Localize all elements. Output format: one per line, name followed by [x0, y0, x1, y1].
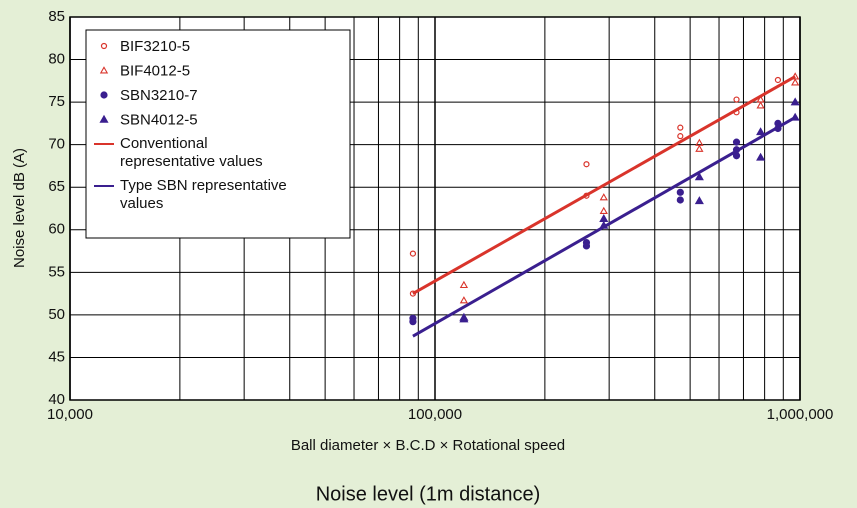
- legend-label: Type SBN representative values: [120, 177, 287, 212]
- y-tick-label: 40: [48, 391, 65, 408]
- y-tick-label: 70: [48, 136, 65, 153]
- plot-border: [69, 16, 801, 401]
- legend-label: SBN4012-5: [120, 111, 198, 128]
- y-tick-label: 55: [48, 263, 65, 280]
- legend-marker: [100, 42, 108, 50]
- point: [676, 196, 684, 204]
- y-tick-label: 75: [48, 93, 65, 110]
- legend-marker: [99, 114, 109, 123]
- y-tick-label: 45: [48, 348, 65, 365]
- legend: [85, 29, 351, 239]
- point: [791, 78, 800, 86]
- legend-label: BIF3210-5: [120, 38, 190, 55]
- legend-marker: [100, 91, 108, 99]
- point: [677, 133, 684, 140]
- legend-marker: [99, 66, 109, 74]
- point: [790, 97, 800, 106]
- point: [582, 242, 591, 250]
- point: [409, 250, 417, 257]
- point: [599, 220, 609, 229]
- point: [409, 290, 417, 297]
- point: [756, 152, 766, 161]
- point: [732, 146, 741, 154]
- legend-label: BIF4012-5: [120, 62, 190, 79]
- y-tick-label: 60: [48, 221, 65, 238]
- point: [695, 144, 704, 152]
- legend-label-box: Conventional representative values: [120, 135, 263, 170]
- point: [756, 127, 766, 136]
- point: [676, 188, 684, 196]
- y-axis-label: Noise level dB (A): [11, 148, 28, 268]
- x-tick-label: 1,000,000: [767, 406, 834, 423]
- point: [459, 280, 469, 289]
- point: [733, 109, 740, 116]
- point: [583, 161, 590, 168]
- point: [732, 152, 741, 160]
- y-tick-label: 50: [48, 306, 65, 323]
- point: [583, 192, 590, 199]
- point: [733, 96, 740, 103]
- point: [790, 112, 800, 121]
- legend-label-box: Type SBN representative values: [120, 177, 287, 212]
- point: [732, 138, 741, 146]
- point: [459, 314, 469, 323]
- x-axis-label: Ball diameter × B.C.D × Rotational speed: [291, 437, 565, 454]
- point: [774, 76, 782, 84]
- y-tick-label: 85: [48, 8, 65, 25]
- y-tick-label: 80: [48, 51, 65, 68]
- point: [599, 206, 608, 215]
- point: [599, 193, 608, 201]
- x-tick-label: 100,000: [408, 406, 462, 423]
- chart-title: Noise level (1m distance): [316, 483, 541, 505]
- point: [774, 124, 782, 133]
- y-tick-label: 65: [48, 178, 65, 195]
- x-tick-label: 10,000: [47, 406, 93, 423]
- legend-label: Conventional representative values: [120, 135, 263, 170]
- point: [677, 124, 684, 131]
- point: [694, 196, 704, 205]
- trend-line: [412, 75, 796, 295]
- point: [756, 101, 765, 109]
- point: [409, 318, 417, 326]
- legend-label: SBN3210-7: [120, 87, 198, 104]
- point: [459, 296, 469, 304]
- point: [694, 172, 704, 181]
